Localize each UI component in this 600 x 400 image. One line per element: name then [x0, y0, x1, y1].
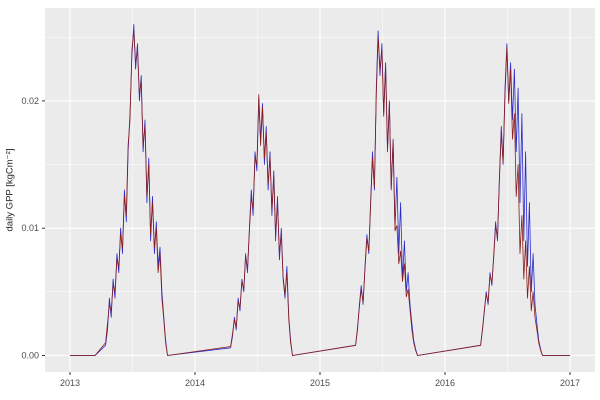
y-tick-label: 0.02 — [21, 96, 39, 106]
y-tick-label: 0.00 — [21, 350, 39, 360]
x-tick-label: 2016 — [435, 378, 455, 388]
series-line-darkred — [70, 30, 570, 356]
x-tick-label: 2015 — [310, 378, 330, 388]
x-tick-label: 2013 — [60, 378, 80, 388]
y-axis-title: daily GPP [kgCm⁻²] — [4, 148, 16, 232]
x-tick-label: 2017 — [560, 378, 580, 388]
x-tick-label: 2014 — [185, 378, 205, 388]
y-tick-label: 0.01 — [21, 223, 39, 233]
